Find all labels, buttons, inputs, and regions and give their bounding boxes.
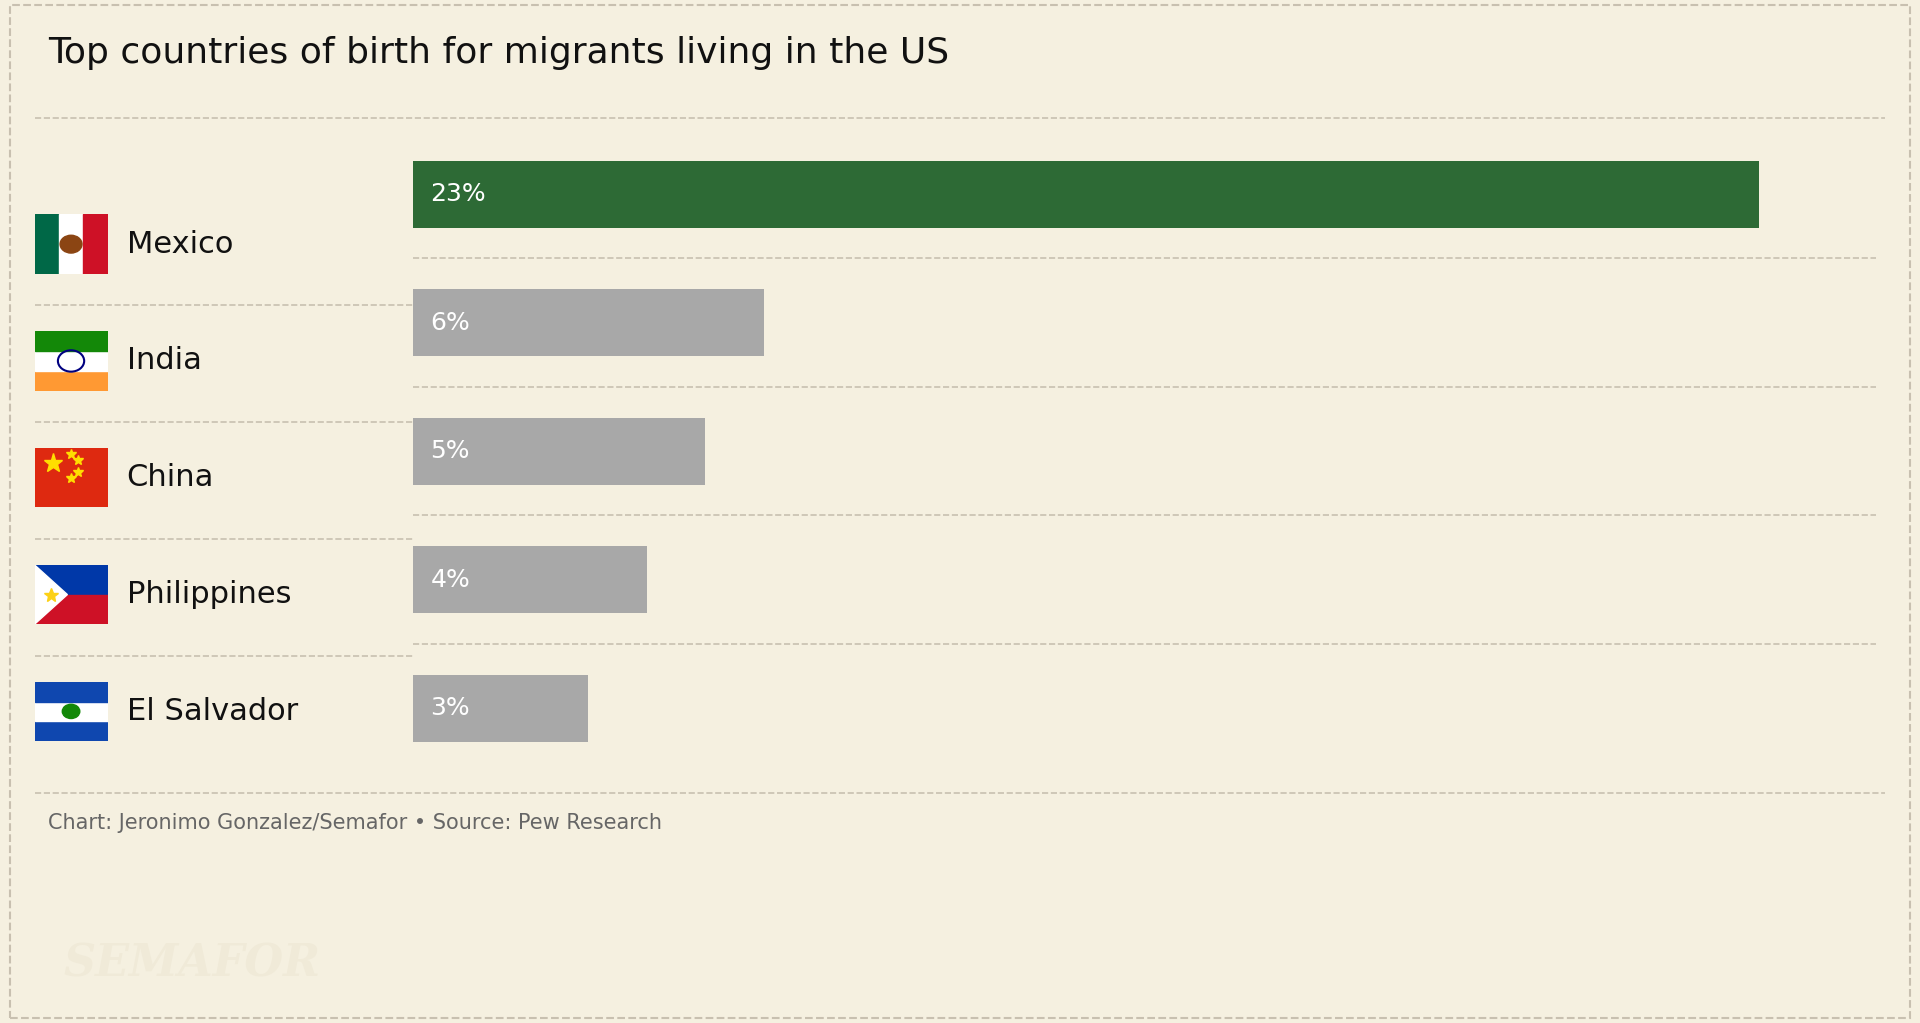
Bar [413,417,705,485]
Circle shape [61,704,81,718]
Text: Top countries of birth for migrants living in the US: Top countries of birth for migrants livi… [48,36,948,70]
Text: 3%: 3% [430,696,470,720]
Text: El Salvador: El Salvador [127,697,298,726]
Bar [35,594,108,624]
Bar [35,215,60,274]
Text: Mexico: Mexico [127,229,232,259]
Bar [35,331,108,351]
Bar [83,215,108,274]
Text: SEMAFOR: SEMAFOR [63,942,321,986]
Text: 5%: 5% [430,439,470,463]
Bar [35,371,108,391]
Bar [35,565,108,594]
Bar [413,290,764,356]
Circle shape [60,235,83,253]
Text: China: China [127,463,215,492]
Text: 4%: 4% [430,568,470,591]
Text: 23%: 23% [430,182,486,207]
Bar [413,675,588,742]
Text: Philippines: Philippines [127,580,292,609]
Text: India: India [127,347,202,375]
Polygon shape [35,565,67,624]
Bar [35,351,108,371]
Text: Chart: Jeronimo Gonzalez/Semafor • Source: Pew Research: Chart: Jeronimo Gonzalez/Semafor • Sourc… [48,813,662,834]
Text: 6%: 6% [430,311,470,335]
Bar [60,215,83,274]
Bar [35,702,108,721]
Bar [35,681,108,702]
Bar [413,161,1759,227]
Bar [413,546,647,613]
Bar [35,721,108,741]
